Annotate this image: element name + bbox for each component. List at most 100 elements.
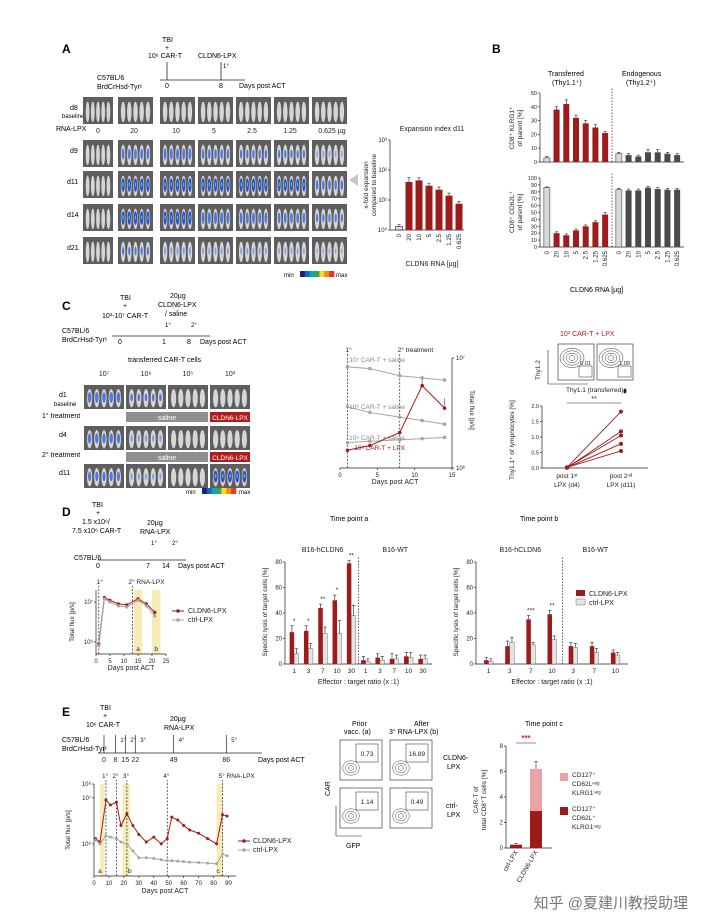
d-flux-marker-0: 1° — [97, 578, 104, 586]
e-flow-0-frame — [339, 739, 383, 781]
a-tile-r2-c5-hot-1 — [284, 182, 286, 187]
c-flux-point-0-2 — [397, 373, 402, 378]
b-bot-bar-s0-6 — [602, 214, 609, 247]
b-bot-yticklabel-3: 30 — [531, 224, 537, 230]
a-tile-r4-c2-signal-4 — [188, 246, 191, 256]
a-tile-r3-c6-signal-4 — [340, 213, 344, 223]
a-tile-r1-c5-signal-4 — [302, 149, 306, 159]
c-col-1: 10⁶ — [141, 371, 152, 378]
a-tile-r0-c1-mouse-3 — [139, 101, 144, 123]
d-lysis-a-xtick-0: 1 — [292, 668, 296, 675]
a-tile-r4-c5-signal-4 — [303, 247, 305, 255]
b-endogenous: Endogenous — [622, 71, 662, 78]
c-t0: 0 — [118, 339, 122, 346]
c-tile-r0-c0-signal-1 — [94, 392, 99, 403]
a-tile-r0-c4-mouse-1 — [245, 101, 250, 123]
a-cart: 10⁶ CAR-T — [148, 53, 183, 60]
c-pairs-ylabel: Thy1.1⁺ of lymphocytes [%] — [509, 400, 516, 480]
c-flow-thy12: Thy1.2 — [535, 360, 542, 380]
c-flow-1-contour-0 — [559, 348, 585, 368]
c-flux-xticklabel-3: 15 — [449, 473, 456, 479]
d-lysis-a-bar-s1-0 — [293, 653, 299, 665]
c-tile-r0-c1-signal-0 — [130, 393, 133, 402]
c-flux-point-0-3 — [420, 376, 424, 380]
c-mouse1: C57BL/6 — [62, 328, 89, 335]
d-flux-band-b — [152, 590, 161, 654]
e-flow-3-contour-0 — [392, 808, 410, 824]
e-flow-1-gate-value: 16.89 — [409, 751, 426, 758]
b-bot-xtick-s1-6: 0.625 — [675, 250, 681, 266]
e-flux-line-1 — [95, 835, 228, 865]
e-flow-2-frame — [339, 787, 383, 829]
c-flux-point-0-0 — [345, 365, 350, 369]
a-tile-r0-c0-mouse-4 — [106, 101, 111, 123]
a-dose-0: 0 — [96, 128, 100, 135]
d-lysis-a-sig-2: ** — [320, 596, 326, 603]
a-tile-r2-c0-mouse-1 — [90, 175, 95, 197]
e-flux-point-0-19 — [215, 842, 219, 846]
c-tile-r2-c3-hot-3 — [236, 474, 238, 478]
a-tile-r3-c0-mouse-2 — [96, 208, 100, 230]
a-tile-r2-c4-hot-4 — [265, 182, 267, 187]
b-bot-yticklabel-0: 0 — [534, 245, 537, 251]
a-chart-bar-3 — [425, 185, 433, 230]
a-tile-r2-c4-hot-3 — [259, 182, 261, 187]
b-top-bar-s0-0 — [543, 157, 551, 163]
a-tile-r1-c0-mouse-2 — [96, 144, 100, 166]
e-car: CAR — [325, 781, 332, 796]
a-tile-r4-c1-signal-2 — [134, 246, 137, 256]
b-bot-xtick-s0-1: 20 — [555, 250, 561, 257]
a-tile-r1-c2-signal-1 — [169, 148, 173, 160]
e-flow-2-contour-1 — [345, 810, 357, 822]
panel-e: E TBI + 10⁶ CAR-T 20µg RNA-LPX C57BL/6 B… — [62, 705, 601, 895]
a-tile-r2-c2-hot-1 — [170, 182, 172, 187]
b-xlabel: CLDN6 RNA [µg] — [570, 287, 623, 294]
c-tile-r1-c1-signal-0 — [130, 434, 133, 443]
c-tile-r1-c0-signal-1 — [95, 433, 99, 444]
e-sched-ticklabel-5: 86 — [222, 757, 230, 764]
d-mouse: C57BL/6 — [74, 555, 101, 562]
e-stack-legend-swatch-0 — [560, 773, 568, 781]
d-flux-chart: 0 5 10 15 20 25 10⁶ 10⁷ Days post ACT Total flux … — [69, 578, 227, 672]
e-flux-marker-4: 5° RNA-LPX — [219, 772, 256, 780]
a-dose-1: 20 — [130, 128, 138, 135]
c-pairs-yticklabel-1: 0.5 — [531, 451, 539, 457]
a-tile-r3-c0-mouse-1 — [90, 208, 95, 230]
a-tile-r0-c6-mouse-2 — [327, 101, 332, 123]
b-bot-xtick-s1-2: 10 — [636, 250, 642, 257]
a-tile-r3-c4-signal-0 — [239, 212, 243, 224]
a-tile-r4-c6-signal-1 — [322, 248, 324, 254]
c-flux-label-3: 10³ CAR-T + LPX — [354, 445, 405, 452]
d-lysis-b-yticklabel-1: 20 — [466, 637, 473, 643]
d-first: 1° — [151, 541, 157, 547]
a-tile-r3-c5-signal-2 — [290, 212, 293, 224]
c-flux-point-2-4 — [442, 435, 447, 440]
a-t0: 0 — [165, 83, 169, 90]
a-tile-r2-c5-hot-0 — [278, 182, 280, 187]
e-flux-point-1-16 — [188, 860, 192, 864]
d-lysis-a-bar-s1-9 — [422, 658, 428, 665]
d-lysis-a-bar-s0-0 — [289, 632, 295, 664]
d-lysis-b-ylabel: Specific lysis of target cells [%] — [453, 567, 460, 656]
a-colorbar-3 — [314, 271, 320, 277]
a-tile-r2-c2-hot-0 — [164, 182, 166, 187]
d-cart2: 7.5 x10⁶ CAR-T — [72, 528, 122, 535]
e-sched-ticklabel-2: 15 — [121, 757, 129, 764]
c-pairs-pt-b-0 — [619, 409, 623, 414]
c-tile-r2-c2-mouse-1 — [178, 468, 184, 487]
d-lysis-a-xlabel: Effector : target ratio (x :1) — [318, 679, 399, 686]
c-flow-1-frame — [557, 343, 595, 381]
c-luminescence-grid: 10⁷ 10⁶ 10⁵ 10³ saline CLDN6-LPX saline CLDN6-L… — [84, 371, 250, 494]
c-colorbar-1 — [206, 488, 213, 494]
d-lysis-b-bar-s0-1 — [505, 646, 510, 664]
c-flux-yticklabel-1: 10⁷ — [456, 355, 465, 362]
e-flux-legend-0: CLDN6-LPX — [253, 838, 292, 845]
c-pairs-line-2 — [566, 435, 622, 468]
b-top-bar-s0-4 — [582, 123, 589, 162]
a-tile-r4-c6-signal-0 — [316, 248, 318, 254]
c-second: 2° — [191, 323, 197, 329]
b-top-bar-s0-3 — [573, 117, 579, 162]
a-tile-r1-c5-signal-2 — [290, 149, 293, 159]
c-tile-r0-c3-mouse-3 — [234, 389, 240, 408]
e-flow-0-gate — [355, 743, 379, 763]
